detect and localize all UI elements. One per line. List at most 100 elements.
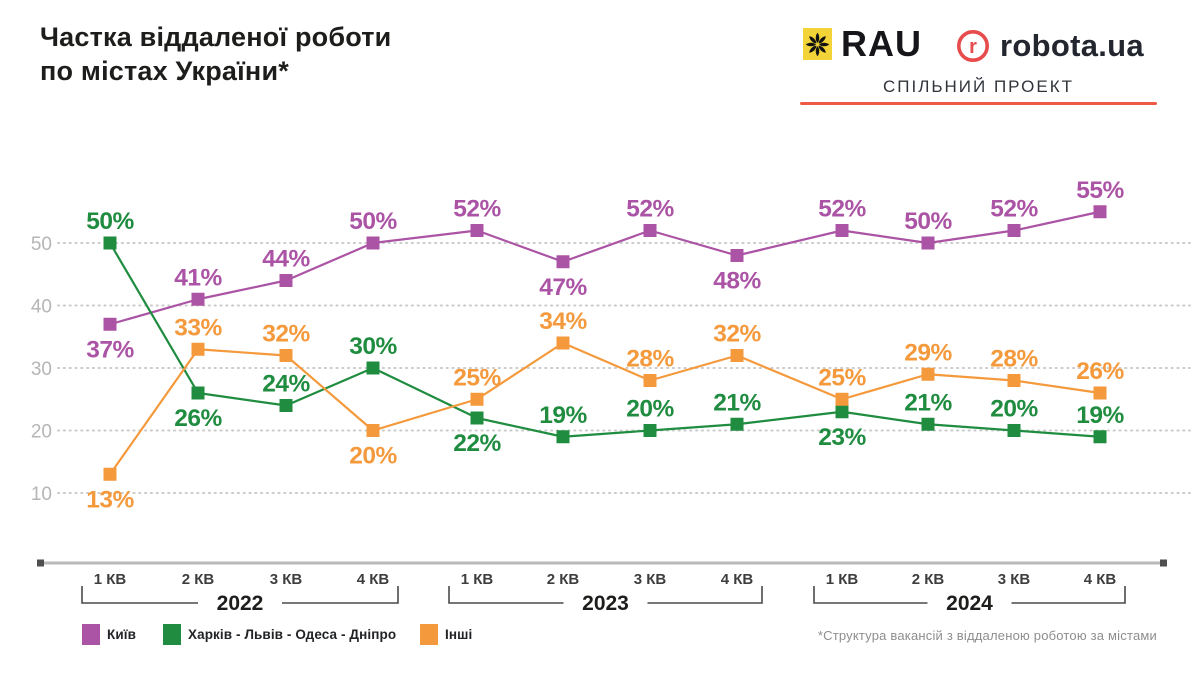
data-point-label: 33% [174,314,222,341]
data-point-marker [1007,424,1021,437]
data-point-label: 20% [990,396,1038,423]
rau-logo: RAU [803,23,922,64]
data-point-marker [470,224,484,237]
page-title-line1: Частка віддаленої роботи [40,22,392,52]
data-point-marker [191,386,205,400]
rau-wordmark: RAU [841,23,922,64]
legend-item-kharkiv-group: Харків - Львів - Одеса - Дніпро [163,624,396,645]
data-point-marker [103,317,117,331]
data-point-label: 13% [86,486,134,513]
data-point-marker [921,417,935,431]
data-point-marker [1093,430,1107,444]
y-tick-label: 30 [31,359,52,380]
axis-cap-right [1160,559,1167,567]
data-point-label: 50% [349,208,397,235]
series-line [109,242,1101,438]
robota-ua-logo: r robota.ua [956,29,1144,63]
data-point-label: 52% [818,196,866,223]
data-point-label: 32% [713,321,761,348]
legend-item-kyiv: Київ [82,624,136,645]
data-point-marker [643,224,657,237]
year-label: 2022 [217,592,264,615]
data-point-marker [643,374,657,387]
legend-label: Харків - Львів - Одеса - Дніпро [188,627,397,642]
data-point-label: 34% [539,308,587,335]
quarter-label: 3 КВ [998,571,1031,588]
y-tick-label: 40 [31,297,52,318]
data-point-marker [366,236,380,250]
series-line [109,341,1101,475]
data-point-marker [366,424,380,437]
data-point-marker [835,405,849,419]
year-bracket-left [448,586,564,604]
y-tick-label: 10 [31,484,52,505]
legend-label: Київ [107,627,137,642]
quarter-label: 3 КВ [270,571,303,588]
data-point-label: 21% [713,389,761,416]
data-point-marker [643,424,657,437]
data-point-label: 20% [349,443,397,470]
data-point-label: 28% [990,346,1038,373]
data-point-marker [366,361,380,375]
quarter-label: 3 КВ [634,571,667,588]
data-point-marker [835,224,849,237]
data-point-marker [730,249,744,262]
data-point-marker [921,367,935,381]
data-point-marker [1093,386,1107,400]
header-red-divider [800,102,1157,105]
data-point-marker [556,336,570,350]
data-point-label: 22% [453,430,501,457]
data-point-marker [279,349,293,362]
series-line [109,210,1101,326]
page-title-line2: по містах України* [40,56,289,86]
data-point-marker [103,236,117,250]
data-point-marker [191,292,205,306]
year-label: 2024 [946,592,993,615]
data-point-label: 20% [626,396,674,423]
data-point-label: 52% [626,196,674,223]
data-point-marker [730,417,744,431]
data-point-label: 23% [818,424,866,451]
data-point-marker [556,255,570,269]
quarter-label: 4 КВ [1084,571,1117,588]
quarter-label: 1 КВ [826,571,859,588]
year-bracket-left [81,586,198,604]
data-point-marker [1007,224,1021,237]
quarter-label: 4 КВ [357,571,390,588]
page-title: Частка віддаленої роботи по містах Украї… [40,20,391,88]
data-point-marker [1007,374,1021,387]
data-point-label: 44% [262,246,310,273]
quarter-label: 1 КВ [461,571,494,588]
y-tick-label: 50 [31,234,52,255]
legend-item-other: Інші [420,624,472,645]
data-point-marker [1093,205,1107,219]
data-point-label: 26% [174,405,222,432]
axis-cap-left [37,559,44,567]
rau-star-icon [803,28,832,60]
data-point-label: 32% [262,321,310,348]
data-point-label: 19% [539,402,587,429]
data-point-label: 47% [539,274,587,301]
year-label: 2023 [582,592,629,615]
data-point-label: 41% [174,264,222,291]
legend-label: Інші [445,627,473,642]
data-point-marker [279,399,293,412]
data-point-marker [191,342,205,356]
quarter-label: 2 КВ [182,571,215,588]
year-bracket-right [282,586,399,604]
data-point-label: 52% [990,196,1038,223]
data-point-label: 55% [1076,177,1124,204]
data-point-label: 30% [349,333,397,360]
year-bracket-right [647,586,763,604]
data-point-label: 50% [904,208,952,235]
quarter-label: 2 КВ [912,571,945,588]
year-bracket-right [1011,586,1126,604]
y-tick-label: 20 [31,422,52,443]
data-point-marker [470,392,484,406]
legend-swatch-kharkiv-group [163,624,181,645]
year-bracket-left [813,586,928,604]
legend-swatch-kyiv [82,624,100,645]
data-point-label: 50% [86,208,134,235]
